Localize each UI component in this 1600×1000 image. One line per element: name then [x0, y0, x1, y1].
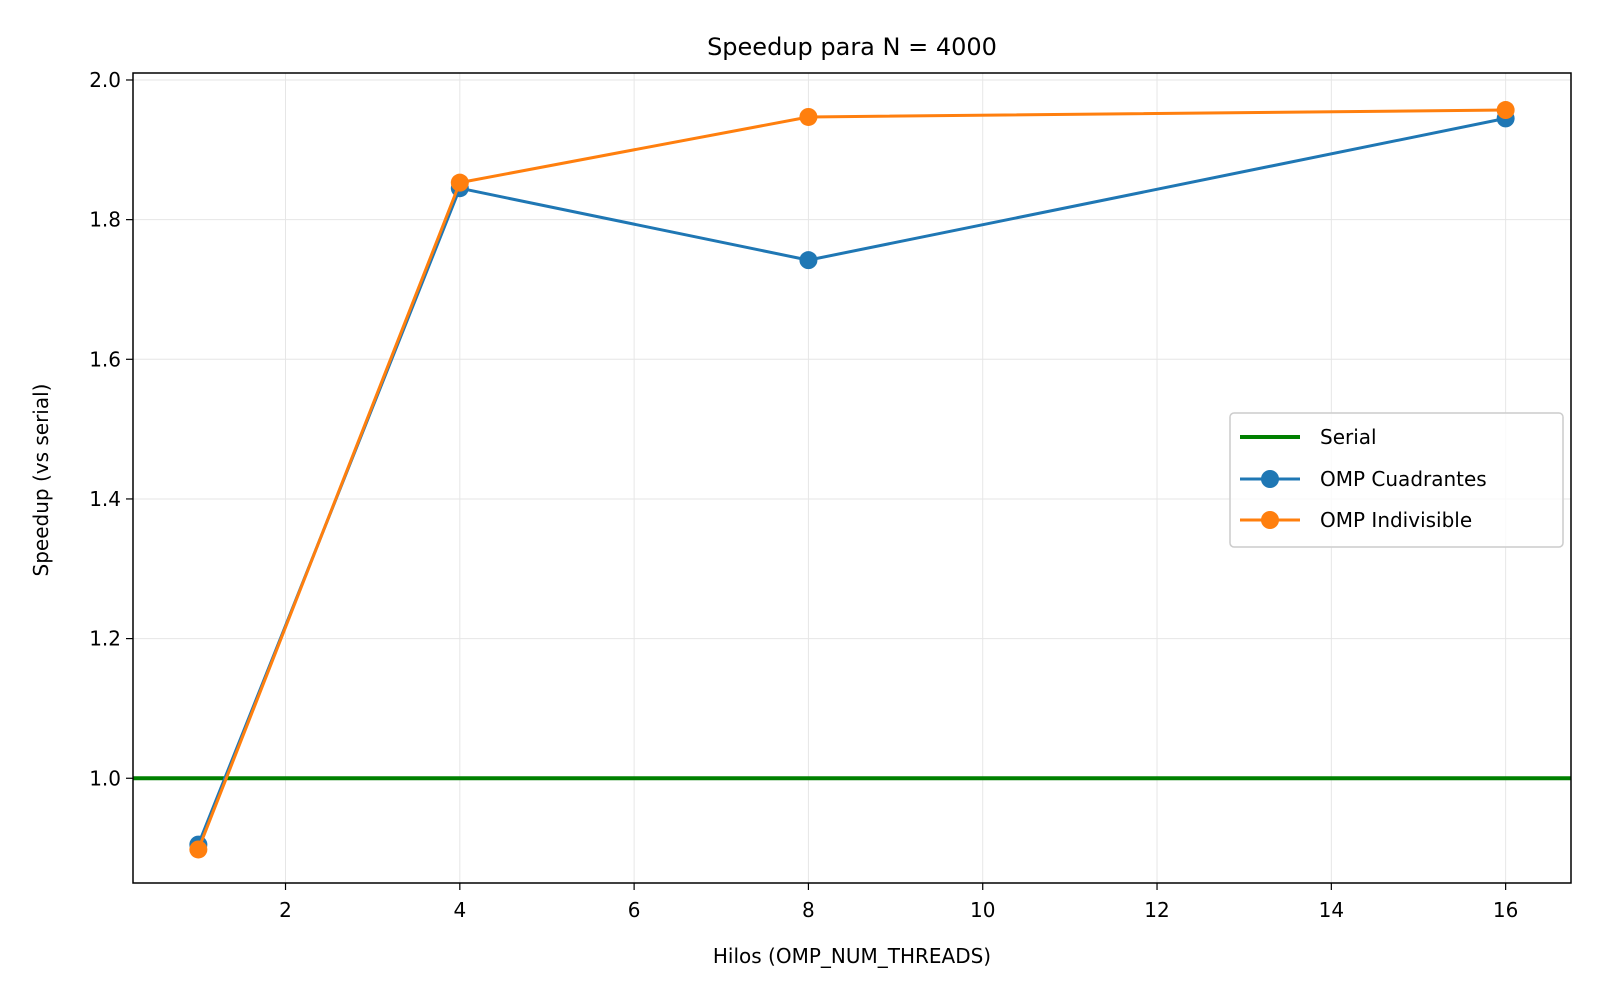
x-axis-label: Hilos (OMP_NUM_THREADS) — [713, 944, 991, 968]
omp-indivisible-point — [189, 840, 208, 859]
x-tick-label: 8 — [802, 898, 815, 922]
legend-cuadrantes-marker — [1261, 470, 1279, 488]
chart-title: Speedup para N = 4000 — [707, 33, 997, 61]
y-tick-label: 1.4 — [89, 487, 121, 511]
x-tick-label: 16 — [1493, 898, 1518, 922]
grid-lines — [133, 73, 1571, 883]
y-tick-label: 1.0 — [89, 766, 121, 790]
x-tick-label: 12 — [1144, 898, 1169, 922]
y-axis-label: Speedup (vs serial) — [29, 384, 53, 577]
series-layer — [189, 101, 1515, 859]
legend-cuadrantes-label: OMP Cuadrantes — [1320, 467, 1487, 491]
x-tick-label: 14 — [1319, 898, 1344, 922]
y-tick-label: 1.6 — [89, 347, 121, 371]
plot-frame — [132, 72, 1572, 884]
x-tick-label: 6 — [628, 898, 641, 922]
legend: Serial OMP Cuadrantes OMP Indivisible — [1229, 412, 1564, 548]
legend-serial-label: Serial — [1320, 425, 1377, 449]
legend-frame — [1229, 412, 1564, 548]
x-tick-label: 2 — [279, 898, 292, 922]
legend-indivisible-label: OMP Indivisible — [1320, 508, 1472, 532]
omp-indivisible-point — [799, 107, 818, 126]
omp-indivisible-point — [450, 173, 469, 192]
y-tick-label: 2.0 — [89, 68, 121, 92]
omp-indivisible-point — [1496, 101, 1515, 120]
y-tick-label: 1.2 — [89, 627, 121, 651]
axis-ticks: 2 4 6 8 10 12 14 16 1.0 1.2 1.4 1.6 1.8 2.0 — [89, 68, 1518, 922]
x-tick-label: 4 — [453, 898, 466, 922]
y-tick-label: 1.8 — [89, 208, 121, 232]
omp-cuadrantes-point — [799, 251, 818, 270]
legend-indivisible-marker — [1261, 511, 1279, 529]
omp-indivisible-line — [196, 108, 1506, 851]
x-tick-label: 10 — [970, 898, 995, 922]
